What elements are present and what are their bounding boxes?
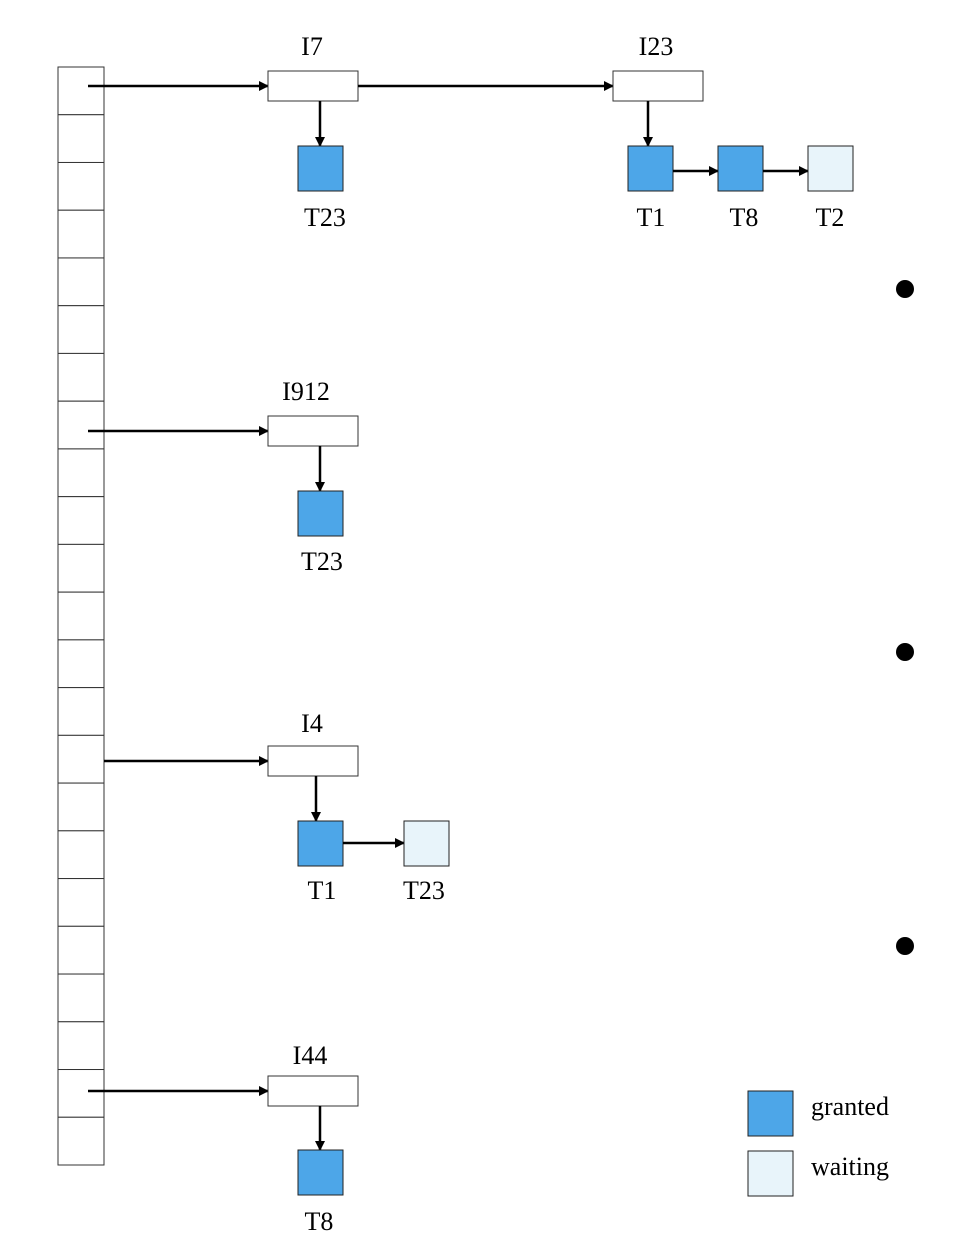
transaction-label: T1	[308, 876, 337, 905]
waiting-request	[807, 145, 854, 192]
hash-cell	[57, 400, 105, 450]
hash-cell	[57, 114, 105, 163]
transaction-label: T23	[304, 203, 346, 232]
hash-cell	[57, 257, 105, 307]
hash-cell	[57, 543, 105, 593]
item-label: I23	[639, 32, 674, 61]
granted-request	[297, 145, 344, 192]
item-box	[267, 415, 359, 447]
bullet	[896, 643, 914, 661]
legend-label: granted	[811, 1092, 889, 1121]
hash-cell	[57, 209, 105, 259]
hash-cell	[57, 1116, 105, 1166]
legend-swatch	[747, 1150, 794, 1197]
item-box	[612, 70, 704, 102]
hash-cell	[57, 639, 105, 689]
hash-cell	[57, 925, 105, 975]
item-label: I912	[282, 377, 330, 406]
bullet	[896, 937, 914, 955]
legend-swatch	[747, 1090, 794, 1137]
item-label: I7	[301, 32, 323, 61]
hash-cell	[57, 830, 105, 880]
hash-cell	[57, 352, 105, 402]
bullet	[896, 280, 914, 298]
hash-cell	[57, 687, 105, 736]
hash-cell	[57, 878, 105, 927]
hash-cell	[57, 734, 105, 784]
item-box	[267, 1075, 359, 1107]
granted-request	[627, 145, 674, 192]
transaction-label: T23	[301, 547, 343, 576]
item-label: I44	[293, 1041, 328, 1070]
transaction-label: T8	[730, 203, 759, 232]
granted-request	[717, 145, 764, 192]
legend-label: waiting	[811, 1152, 889, 1181]
granted-request	[297, 1149, 344, 1196]
hash-cell	[57, 782, 105, 832]
item-label: I4	[301, 709, 323, 738]
granted-request	[297, 490, 344, 537]
transaction-label: T2	[816, 203, 845, 232]
hash-cell	[57, 161, 105, 211]
waiting-request	[403, 820, 450, 867]
hash-cell	[57, 973, 105, 1023]
hash-cell	[57, 448, 105, 498]
hash-cell	[57, 591, 105, 641]
transaction-label: T8	[305, 1207, 334, 1236]
hash-cell	[57, 1069, 105, 1118]
hash-cell	[57, 496, 105, 545]
granted-request	[297, 820, 344, 867]
hash-table	[57, 66, 105, 1166]
hash-cell	[57, 1021, 105, 1071]
item-box	[267, 745, 359, 777]
item-box	[267, 70, 359, 102]
transaction-label: T1	[637, 203, 666, 232]
transaction-label: T23	[403, 876, 445, 905]
hash-cell	[57, 66, 105, 116]
hash-cell	[57, 305, 105, 354]
